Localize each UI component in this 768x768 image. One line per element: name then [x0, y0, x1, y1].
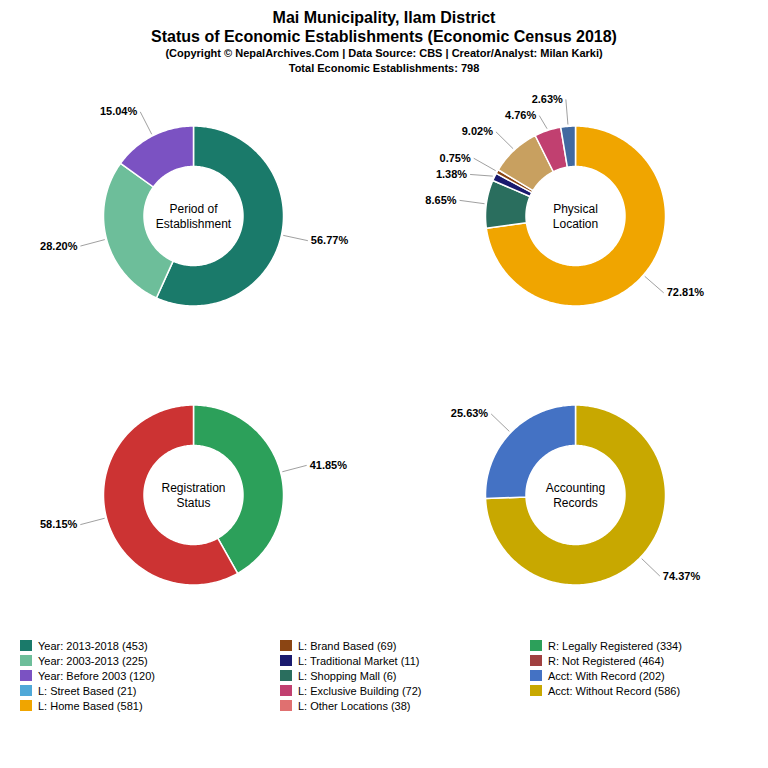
html-text:Year: 2013-2018 (453): Year: 2013-2018 (453): [38, 639, 148, 652]
svg-text:Period ofEstablishment: Period ofEstablishment: [156, 202, 232, 230]
svg-text:0.75%: 0.75%: [440, 152, 471, 164]
html-text:Status of Economic Establishme: Status of Economic Establishments (Econo…: [151, 28, 617, 45]
svg-text:AccountingRecords: AccountingRecords: [546, 481, 605, 509]
html-text:Acct: Without Record (586): Acct: Without Record (586): [548, 684, 681, 697]
svg-text:9.02%: 9.02%: [462, 125, 493, 137]
html-text:(Copyright © NepalArchives.Com: (Copyright © NepalArchives.Com | Data So…: [165, 47, 603, 59]
html-text:Total Economic Establishments:: Total Economic Establishments: 798: [288, 62, 480, 74]
svg-text:56.77%: 56.77%: [311, 234, 349, 246]
html-text:L: Exclusive Building (72): L: Exclusive Building (72): [298, 684, 422, 697]
html-text:R: Not Registered (464): R: Not Registered (464): [548, 654, 665, 667]
svg-text:41.85%: 41.85%: [310, 459, 348, 471]
html-text:Year: Before 2003 (120): Year: Before 2003 (120): [38, 669, 155, 682]
svg-text:74.37%: 74.37%: [663, 570, 701, 582]
svg-text:8.65%: 8.65%: [425, 194, 456, 206]
html-text:R: Legally Registered (334): R: Legally Registered (334): [548, 639, 682, 652]
svg-text:4.76%: 4.76%: [505, 109, 536, 121]
svg-text:15.04%: 15.04%: [100, 105, 138, 117]
svg-text:1.38%: 1.38%: [436, 168, 467, 180]
html-text:L: Home Based (581): L: Home Based (581): [38, 699, 143, 712]
html-text:L: Traditional Market (11): L: Traditional Market (11): [298, 654, 420, 667]
svg-text:PhysicalLocation: PhysicalLocation: [553, 202, 598, 230]
svg-text:2.63%: 2.63%: [532, 93, 563, 105]
html-text:Year: 2003-2013 (225): Year: 2003-2013 (225): [38, 654, 148, 667]
svg-text:28.20%: 28.20%: [40, 240, 78, 252]
html-text:Mai Municipality, Ilam Distric: Mai Municipality, Ilam District: [272, 9, 496, 26]
html-text:Acct: With Record (202): Acct: With Record (202): [548, 669, 665, 682]
html-text:L: Brand Based (69): L: Brand Based (69): [298, 639, 397, 652]
html-text:L: Other Locations (38): L: Other Locations (38): [298, 699, 411, 712]
svg-text:RegistrationStatus: RegistrationStatus: [161, 481, 225, 509]
svg-text:25.63%: 25.63%: [451, 407, 489, 419]
html-text:L: Shopping Mall (6): L: Shopping Mall (6): [298, 669, 397, 682]
html-text:L: Street Based (21): L: Street Based (21): [38, 684, 137, 697]
svg-text:58.15%: 58.15%: [40, 518, 78, 530]
svg-text:72.81%: 72.81%: [667, 286, 705, 298]
